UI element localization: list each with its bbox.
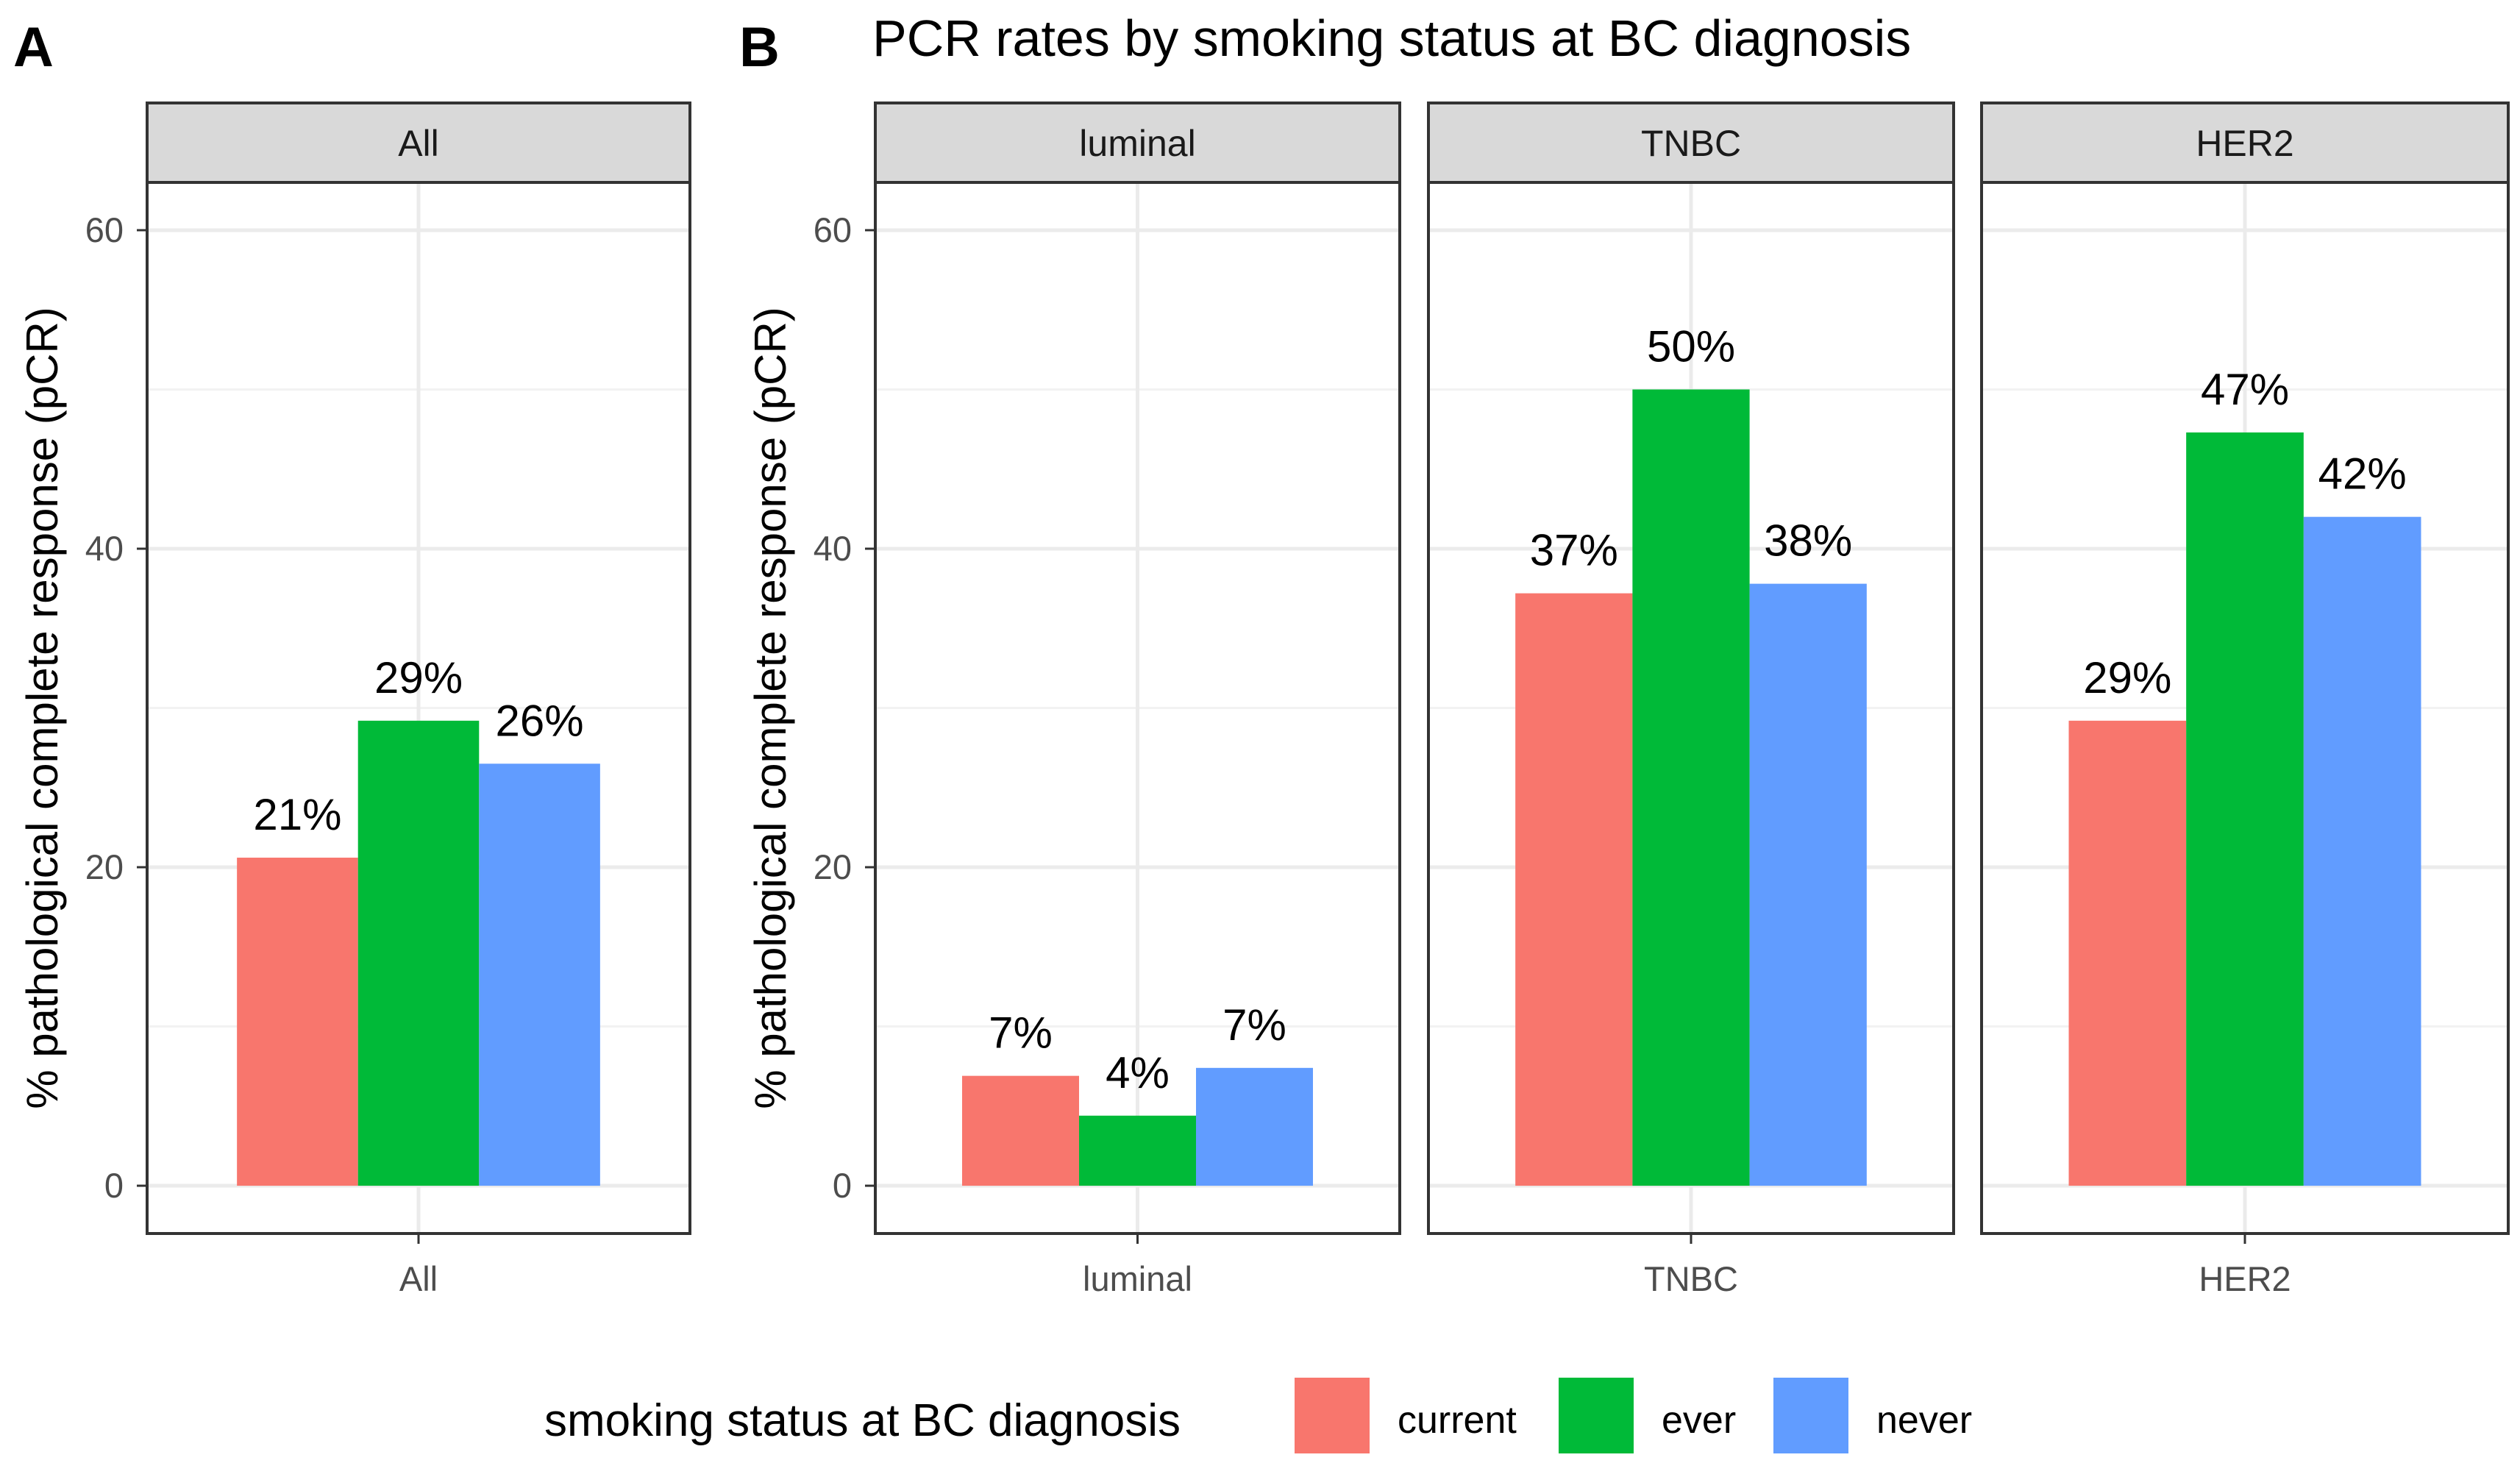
data-label-all-current: 21% <box>253 790 341 839</box>
data-label-her2-ever: 47% <box>2201 365 2289 414</box>
x-tick-label-luminal: luminal <box>1083 1259 1192 1298</box>
bar-luminal-current <box>962 1075 1080 1186</box>
legend-key-never <box>1773 1378 1848 1453</box>
data-label-her2-current: 29% <box>2083 653 2171 702</box>
legend-label-never: never <box>1876 1399 1972 1442</box>
bar-tnbc-never <box>1749 583 1867 1186</box>
y-tick-label-60: 60 <box>814 210 852 249</box>
facet-strip-label-luminal: luminal <box>1079 123 1195 164</box>
facet-strip-label-tnbc: TNBC <box>1641 123 1741 164</box>
data-label-all-ever: 29% <box>374 653 463 702</box>
y-tick-label-20: 20 <box>814 847 852 886</box>
legend-key-current <box>1295 1378 1370 1453</box>
bar-all-never <box>479 763 600 1186</box>
legend-title: smoking status at BC diagnosis <box>544 1395 1181 1446</box>
panel-tag-b: B <box>739 16 780 79</box>
facet-strip-label-her2: HER2 <box>2196 123 2293 164</box>
facet-strip <box>1980 102 2510 184</box>
y-tick-label-20: 20 <box>85 847 124 886</box>
y-tick-label-60: 60 <box>85 210 124 249</box>
facet-strip <box>1427 102 1955 184</box>
y-tick-label-40: 40 <box>85 529 124 568</box>
y-axis-label: % pathological complete response (pCR) <box>18 307 67 1109</box>
y-tick-label-40: 40 <box>814 529 852 568</box>
facet-strip <box>874 102 1401 184</box>
x-tick-label-all: All <box>399 1259 438 1298</box>
legend-key-ever <box>1559 1378 1634 1453</box>
bar-her2-ever <box>2186 432 2304 1186</box>
bar-luminal-never <box>1195 1067 1313 1186</box>
chart-title: PCR rates by smoking status at BC diagno… <box>872 10 1911 67</box>
y-tick-label-0: 0 <box>104 1166 124 1205</box>
panel-tag-a: A <box>13 16 54 79</box>
bar-tnbc-ever <box>1632 389 1750 1186</box>
data-label-luminal-current: 7% <box>989 1008 1053 1058</box>
data-label-luminal-never: 7% <box>1222 1000 1286 1050</box>
bar-all-current <box>237 858 358 1186</box>
data-label-luminal-ever: 4% <box>1106 1048 1170 1097</box>
data-label-her2-never: 42% <box>2318 449 2407 499</box>
y-tick-label-0: 0 <box>833 1166 852 1205</box>
bar-her2-never <box>2303 516 2421 1186</box>
legend-label-current: current <box>1398 1399 1517 1442</box>
y-axis-label: % pathological complete response (pCR) <box>746 307 795 1109</box>
data-label-tnbc-current: 37% <box>1530 526 1618 575</box>
data-label-tnbc-never: 38% <box>1764 516 1852 566</box>
bar-luminal-ever <box>1079 1115 1196 1186</box>
facet-strip <box>146 102 691 184</box>
bar-her2-current <box>2068 720 2187 1186</box>
data-label-all-never: 26% <box>496 696 584 745</box>
facet-strip-label-all: All <box>398 123 439 164</box>
bar-all-ever <box>357 720 480 1186</box>
bar-tnbc-current <box>1515 593 1633 1186</box>
legend-label-ever: ever <box>1662 1399 1736 1442</box>
data-label-tnbc-ever: 50% <box>1647 321 1735 371</box>
x-tick-label-her2: HER2 <box>2199 1259 2291 1298</box>
x-tick-label-tnbc: TNBC <box>1644 1259 1738 1298</box>
